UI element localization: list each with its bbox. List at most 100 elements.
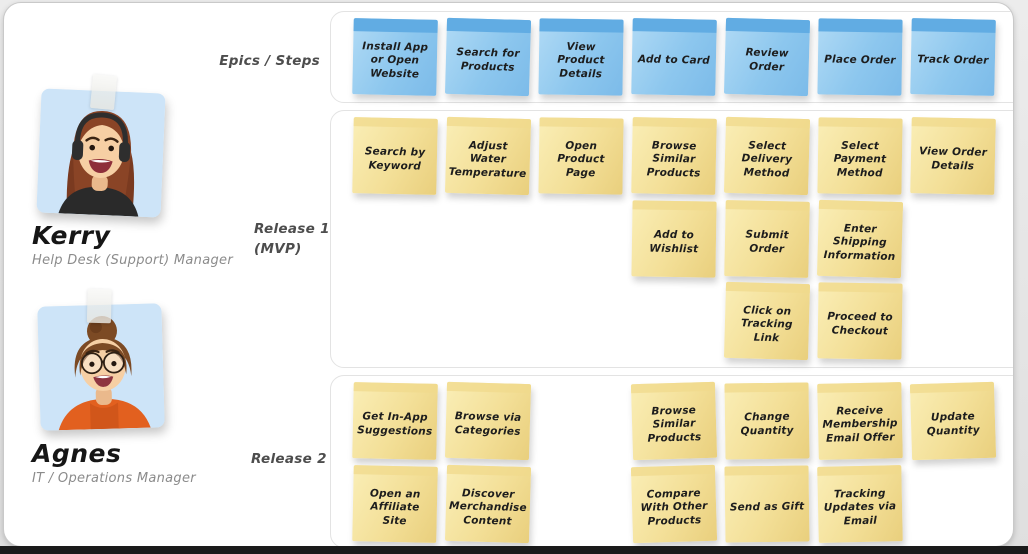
sticky-note-text: Review Order — [745, 46, 789, 74]
sticky-note-strip — [632, 199, 717, 211]
sticky-note-strip — [539, 117, 624, 128]
sticky-note[interactable]: Browse Similar Products — [630, 381, 718, 461]
sticky-note-text: Place Order — [824, 53, 896, 67]
sticky-note-text: Change Quantity — [740, 411, 794, 438]
sticky-note-strip — [725, 17, 811, 34]
sticky-note-strip — [446, 116, 532, 129]
sticky-note[interactable]: Search by Keyword — [352, 117, 438, 195]
sticky-note-text: Enter Shipping Information — [823, 221, 896, 263]
kerry-avatar[interactable] — [36, 73, 166, 218]
sticky-note[interactable]: Browse via Categories — [444, 381, 532, 461]
sticky-note[interactable]: Receive Membership Email Offer — [817, 382, 903, 460]
sticky-note-text: Install App or Open Website — [362, 39, 429, 81]
sticky-note[interactable]: Discover Merchandise Content — [444, 464, 532, 543]
sticky-note-strip — [911, 18, 996, 33]
sticky-note-text: Open Product Page — [557, 139, 605, 180]
sticky-note[interactable]: Update Quantity — [909, 381, 997, 461]
sticky-note-text: Browse Similar Products — [647, 403, 702, 445]
agnes-avatar-illustration — [37, 303, 165, 431]
row-label-release1: Release 1 (MVP) — [254, 220, 330, 259]
tape-decoration — [90, 73, 118, 111]
sticky-note-text: Submit Order — [745, 228, 789, 255]
persona-name: Kerry — [32, 221, 111, 250]
lane-release1: Search by Keyword Adjust Water Temperatu… — [330, 110, 1013, 368]
lane-release2: Get In-App Suggestions Browse via Catego… — [330, 375, 1013, 546]
sticky-note-text: Compare With Other Products — [640, 486, 708, 528]
sticky-note[interactable]: Select Delivery Method — [723, 116, 811, 196]
sticky-note[interactable]: Proceed to Checkout — [817, 282, 903, 360]
sticky-note-text: Tracking Updates via Email — [823, 486, 897, 527]
sticky-note-text: Discover Merchandise Content — [448, 486, 527, 527]
release1-sublabel: (MVP) — [254, 240, 302, 257]
agnes-avatar[interactable] — [37, 288, 165, 431]
sticky-note[interactable]: Enter Shipping Information — [816, 199, 904, 278]
sticky-note-text: Update Quantity — [926, 410, 980, 438]
story-map-canvas: Kerry Help Desk (Support) Manager — [3, 2, 1014, 547]
release2-notes: Get In-App Suggestions Browse via Catego… — [331, 376, 1013, 546]
sticky-note-strip — [446, 464, 532, 476]
sticky-note[interactable]: Select Payment Method — [817, 117, 903, 195]
sticky-note[interactable]: Adjust Water Temperature — [444, 116, 532, 196]
kerry-avatar-illustration — [36, 88, 166, 218]
sticky-note-text: View Product Details — [557, 40, 605, 81]
sticky-note-text: Proceed to Checkout — [827, 310, 893, 338]
sticky-note-text: Track Order — [917, 53, 989, 67]
sticky-note-text: View Order Details — [918, 145, 988, 173]
sticky-note-strip — [632, 117, 717, 128]
release1-label: Release 1 — [254, 221, 330, 237]
sticky-note[interactable]: Browse Similar Products — [631, 117, 717, 195]
sticky-note-strip — [725, 199, 810, 211]
row-label-epics: Epics / Steps — [219, 53, 320, 69]
sticky-note-strip — [725, 116, 811, 129]
sticky-note[interactable]: Change Quantity — [724, 382, 810, 460]
sticky-note-strip — [818, 282, 903, 293]
sticky-note-text: Receive Membership Email Offer — [822, 404, 898, 445]
sticky-note-text: Search by Keyword — [364, 145, 426, 173]
sticky-note[interactable]: Review Order — [723, 17, 811, 97]
sticky-note[interactable]: Submit Order — [724, 199, 810, 278]
sticky-note[interactable]: Add to Wishlist — [631, 199, 717, 278]
sticky-note-strip — [817, 464, 902, 476]
sticky-note[interactable]: Open Product Page — [538, 117, 624, 195]
sticky-note-strip — [446, 381, 532, 394]
sticky-note-text: Search for Products — [456, 46, 520, 74]
sticky-note[interactable]: Get In-App Suggestions — [352, 382, 438, 460]
sticky-note[interactable]: Open an Affiliate Site — [352, 464, 438, 543]
sticky-note[interactable]: Add to Card — [631, 18, 717, 96]
sticky-note[interactable]: Click on Tracking Link — [723, 281, 811, 361]
sticky-note[interactable]: View Order Details — [910, 117, 996, 195]
sticky-note-strip — [353, 117, 438, 128]
sticky-note[interactable]: Tracking Updates via Email — [817, 464, 903, 543]
sticky-note[interactable]: Send as Gift — [724, 464, 810, 543]
persona-role: IT / Operations Manager — [32, 471, 196, 486]
persona-role: Help Desk (Support) Manager — [32, 253, 233, 268]
sticky-note-text: Add to Wishlist — [649, 228, 699, 255]
sticky-note-text: Get In-App Suggestions — [357, 410, 433, 438]
sticky-note-text: Send as Gift — [729, 500, 805, 514]
sticky-note-strip — [818, 199, 904, 211]
sticky-note-strip — [725, 281, 811, 294]
sticky-note[interactable]: Place Order — [817, 18, 903, 96]
sticky-note-text: Click on Tracking Link — [740, 303, 793, 345]
sticky-note[interactable]: Compare With Other Products — [630, 464, 718, 543]
sticky-note[interactable]: View Product Details — [538, 18, 624, 96]
sticky-note-strip — [911, 117, 996, 128]
lane-epics: Install App or Open Website Search for P… — [330, 11, 1013, 103]
sticky-note-text: Browse Similar Products — [646, 139, 701, 180]
bottom-bar — [0, 546, 1028, 554]
sticky-note-strip — [817, 382, 902, 393]
sticky-note-strip — [632, 18, 717, 33]
release1-notes: Search by Keyword Adjust Water Temperatu… — [331, 111, 1013, 367]
sticky-note-strip — [353, 464, 438, 476]
sticky-note-text: Open an Affiliate Site — [369, 486, 421, 527]
sticky-note[interactable]: Install App or Open Website — [352, 18, 438, 96]
sticky-note-text: Browse via Categories — [454, 410, 522, 438]
sticky-note-strip — [630, 381, 716, 394]
sticky-note[interactable]: Track Order — [910, 18, 996, 96]
sticky-note[interactable]: Search for Products — [444, 17, 532, 97]
tape-decoration — [86, 288, 112, 324]
sticky-note-strip — [353, 382, 438, 393]
sticky-note-strip — [724, 382, 809, 393]
sticky-note-text: Adjust Water Temperature — [448, 138, 527, 180]
sticky-note-strip — [630, 464, 716, 476]
